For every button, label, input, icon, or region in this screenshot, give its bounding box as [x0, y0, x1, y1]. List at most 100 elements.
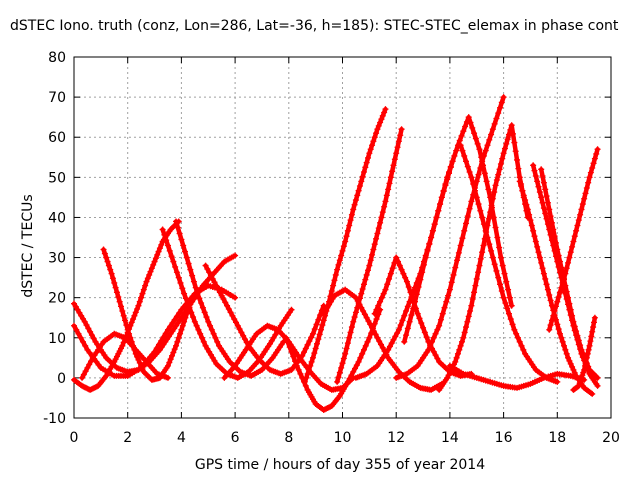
data-point-marker — [379, 344, 386, 351]
data-point-marker — [105, 262, 112, 269]
data-point-marker — [575, 382, 582, 389]
data-point-marker — [207, 322, 214, 329]
data-point-marker — [140, 286, 147, 293]
data-point-marker — [295, 366, 302, 373]
data-point-marker — [290, 353, 297, 360]
data-point-marker — [369, 251, 376, 258]
data-point-marker — [443, 298, 450, 305]
data-point-marker — [312, 345, 319, 352]
data-point-marker — [590, 370, 597, 377]
data-point-marker — [404, 325, 411, 332]
data-point-marker — [577, 211, 584, 218]
data-point-marker — [469, 124, 476, 131]
data-point-marker — [496, 244, 503, 251]
data-point-marker — [117, 345, 124, 352]
data-point-marker — [232, 252, 239, 259]
x-tick-label: 6 — [231, 430, 240, 446]
data-point-marker — [523, 201, 530, 208]
data-point-marker — [465, 114, 472, 121]
data-point-marker — [163, 237, 170, 244]
data-point-marker — [176, 230, 183, 237]
data-point-marker — [356, 183, 363, 190]
data-point-marker — [74, 306, 81, 313]
data-point-marker — [446, 286, 453, 293]
data-point-marker — [209, 275, 216, 282]
data-point-marker — [359, 173, 366, 180]
data-point-marker — [514, 156, 521, 163]
data-point-marker — [508, 302, 515, 309]
data-point-marker — [497, 254, 504, 261]
data-point-marker — [363, 271, 370, 278]
data-point-marker — [540, 179, 547, 186]
data-point-marker — [177, 279, 184, 286]
data-point-marker — [142, 282, 149, 289]
data-point-marker — [315, 336, 322, 343]
data-point-marker — [392, 333, 399, 340]
data-point-marker — [395, 326, 402, 333]
data-point-marker — [421, 329, 428, 336]
data-point-marker — [352, 197, 359, 204]
data-point-marker — [286, 344, 293, 351]
data-point-marker — [540, 270, 547, 277]
x-tick-label: 18 — [548, 430, 566, 446]
data-point-marker — [135, 302, 142, 309]
data-point-marker — [539, 172, 546, 179]
data-point-marker — [542, 186, 549, 193]
y-tick-label: 10 — [48, 331, 66, 347]
data-point-marker — [400, 270, 407, 277]
data-point-marker — [83, 384, 90, 391]
data-point-marker — [473, 275, 480, 282]
data-point-marker — [411, 298, 418, 305]
data-point-marker — [234, 322, 241, 329]
data-point-marker — [565, 354, 572, 361]
data-point-marker — [343, 345, 350, 352]
data-point-marker — [422, 254, 429, 261]
y-tick-label: 50 — [48, 170, 66, 186]
data-point-marker — [320, 310, 327, 317]
data-point-marker — [272, 331, 279, 338]
data-point-marker — [398, 126, 405, 133]
data-point-marker — [539, 265, 546, 272]
data-point-marker — [445, 292, 452, 299]
data-point-marker — [427, 342, 434, 349]
data-point-marker — [463, 220, 470, 227]
data-point-marker — [371, 310, 378, 317]
data-point-marker — [381, 109, 388, 116]
data-point-marker — [308, 334, 315, 341]
data-point-marker — [574, 332, 581, 339]
data-point-marker — [175, 274, 182, 281]
data-point-marker — [573, 328, 580, 335]
data-point-marker — [530, 227, 537, 234]
data-point-marker — [308, 358, 315, 365]
data-point-marker — [238, 329, 245, 336]
data-point-marker — [471, 130, 478, 137]
data-point-marker — [472, 282, 479, 289]
data-point-marker — [459, 235, 466, 242]
data-point-marker — [593, 150, 600, 157]
data-point-marker — [365, 267, 372, 274]
data-point-marker — [77, 334, 84, 341]
x-tick-label: 0 — [70, 430, 79, 446]
data-point-marker — [218, 292, 225, 299]
data-point-marker — [360, 168, 367, 175]
data-point-marker — [446, 369, 453, 376]
data-point-marker — [195, 326, 202, 333]
data-point-marker — [144, 372, 151, 379]
data-point-marker — [449, 158, 456, 165]
data-point-marker — [565, 259, 572, 266]
data-point-marker — [512, 148, 519, 155]
data-point-marker — [566, 300, 573, 307]
data-point-marker — [365, 318, 372, 325]
data-point-marker — [199, 304, 206, 311]
data-point-marker — [211, 357, 218, 364]
data-point-marker — [532, 238, 539, 245]
data-point-marker — [394, 258, 401, 265]
data-point-marker — [488, 247, 495, 254]
data-point-marker — [581, 366, 588, 373]
data-point-marker — [362, 342, 369, 349]
x-tick-label: 12 — [387, 430, 405, 446]
data-point-marker — [161, 231, 168, 238]
data-point-marker — [140, 368, 147, 375]
data-point-marker — [415, 283, 422, 290]
data-point-marker — [120, 339, 127, 346]
